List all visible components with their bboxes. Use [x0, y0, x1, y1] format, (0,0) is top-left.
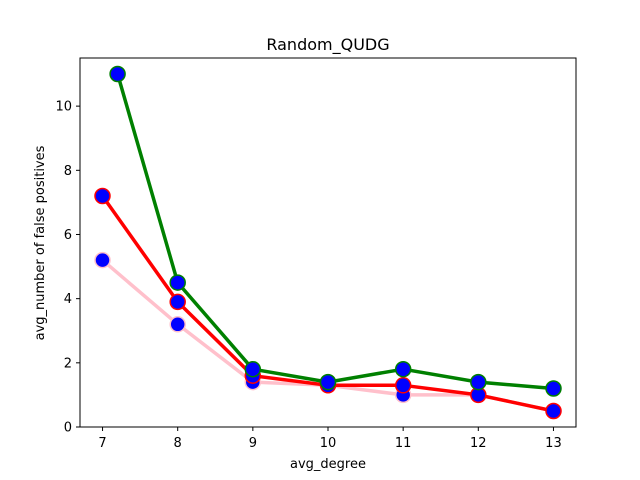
series-2-point-3	[319, 373, 337, 391]
series-0-point-0	[94, 251, 111, 269]
series-2-point-4	[394, 360, 412, 378]
x-tick-label-1: 8	[174, 436, 182, 451]
x-tick-label-5: 12	[470, 436, 487, 451]
y-tick-label-0: 0	[64, 421, 72, 436]
y-tick-label-4: 8	[64, 164, 72, 179]
chart-title: Random_QUDG	[266, 35, 389, 55]
y-axis: 0 2 4 6 8 10	[55, 100, 80, 436]
series-0-point-1	[169, 316, 186, 333]
series-2-point-2	[244, 360, 262, 378]
x-tick-label-4: 11	[395, 436, 412, 451]
series-2-point-6	[545, 380, 562, 397]
series-2-point-5	[470, 373, 487, 391]
x-tick-label-3: 10	[320, 436, 337, 451]
series-1-point-0	[94, 187, 111, 205]
y-tick-label-5: 10	[55, 100, 72, 115]
series-2-line	[115, 72, 556, 391]
y-axis-label: avg_number of false positives	[33, 145, 48, 340]
series-1-point-1	[169, 293, 186, 311]
x-axis-label: avg_degree	[290, 457, 366, 472]
plot-marks	[94, 65, 562, 420]
y-tick-label-2: 4	[64, 292, 72, 307]
series-1-point-6	[545, 402, 562, 420]
y-tick-label-1: 2	[64, 356, 72, 371]
series-2-point-1	[169, 274, 186, 291]
plot-frame	[79, 57, 577, 428]
x-axis: 7 8 9 10 11 12 13	[98, 427, 562, 451]
x-tick-label-2: 9	[249, 436, 257, 451]
series-2-point-0	[109, 65, 126, 83]
y-tick-label-3: 6	[64, 228, 72, 243]
x-tick-label-0: 7	[98, 436, 106, 451]
series-1-point-4	[394, 377, 412, 394]
x-tick-label-6: 13	[545, 436, 562, 451]
